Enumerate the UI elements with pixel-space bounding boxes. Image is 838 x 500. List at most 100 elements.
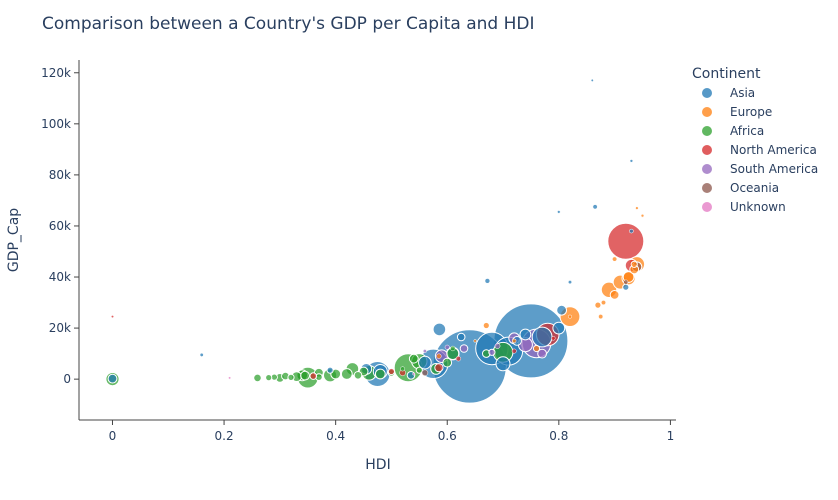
data-point-europe[interactable] — [612, 256, 618, 262]
data-point-south-america[interactable] — [494, 343, 501, 349]
legend-item-europe[interactable]: Europe — [702, 105, 772, 119]
data-point-north-america[interactable] — [111, 315, 114, 319]
data-point-unknown[interactable] — [228, 376, 232, 380]
legend-marker — [702, 126, 712, 136]
y-tick-label: 100k — [41, 117, 71, 131]
data-point-asia[interactable] — [326, 366, 334, 374]
data-point-asia[interactable] — [629, 228, 634, 234]
data-point-north-america[interactable] — [387, 367, 395, 376]
data-point-asia[interactable] — [519, 328, 532, 341]
legend[interactable]: Continent Asia Europe Africa North America S… — [692, 66, 818, 214]
data-point-africa[interactable] — [253, 373, 262, 383]
data-point-asia[interactable] — [557, 210, 561, 214]
data-point-europe[interactable] — [609, 290, 620, 300]
legend-label: South America — [730, 162, 818, 176]
legend-marker — [702, 164, 712, 174]
data-point-asia[interactable] — [556, 304, 567, 316]
data-point-asia[interactable] — [484, 278, 491, 284]
data-point-asia[interactable] — [495, 356, 511, 372]
data-point-north-america[interactable] — [607, 222, 645, 260]
data-point-asia[interactable] — [552, 321, 566, 335]
y-tick-label: 120k — [41, 66, 71, 80]
legend-item-south-america[interactable]: South America — [702, 162, 818, 176]
data-point-europe[interactable] — [473, 339, 477, 343]
data-point-europe[interactable] — [601, 300, 606, 306]
data-point-asia[interactable] — [590, 78, 594, 82]
y-tick-label: 20k — [49, 321, 71, 335]
y-tick-label: 60k — [49, 219, 71, 233]
legend-marker — [702, 145, 712, 155]
data-point-africa[interactable] — [300, 370, 310, 381]
data-point-asia[interactable] — [456, 332, 466, 342]
y-axis-title: GDP_Cap — [6, 208, 22, 272]
legend-label: North America — [730, 143, 817, 157]
legend-marker — [702, 202, 712, 212]
data-point-asia[interactable] — [629, 159, 634, 163]
data-point-unknown[interactable] — [412, 372, 416, 376]
data-point-south-america[interactable] — [459, 344, 469, 353]
data-point-africa[interactable] — [450, 345, 456, 352]
data-point-europe[interactable] — [594, 301, 602, 309]
data-point-asia[interactable] — [418, 355, 432, 370]
plot-area — [105, 78, 646, 404]
legend-item-unknown[interactable]: Unknown — [702, 200, 786, 214]
legend-item-north-america[interactable]: North America — [702, 143, 817, 157]
data-point-europe[interactable] — [640, 214, 645, 218]
x-tick-label: 0.4 — [326, 429, 345, 443]
legend-label: Asia — [730, 86, 755, 100]
legend-item-asia[interactable]: Asia — [702, 86, 755, 100]
data-point-south-america[interactable] — [537, 348, 547, 359]
x-tick-label: 0.8 — [549, 429, 568, 443]
data-point-europe[interactable] — [568, 314, 572, 319]
data-point-north-america[interactable] — [551, 336, 556, 341]
legend-item-oceania[interactable]: Oceania — [702, 181, 779, 195]
y-tick-label: 80k — [49, 168, 71, 182]
data-point-europe[interactable] — [482, 321, 490, 330]
legend-marker — [702, 107, 712, 117]
data-point-oceania[interactable] — [623, 279, 629, 285]
data-point-asia[interactable] — [199, 352, 204, 357]
legend-label: Oceania — [730, 181, 779, 195]
data-point-north-america[interactable] — [455, 356, 462, 362]
data-point-africa[interactable] — [408, 353, 419, 364]
data-point-asia[interactable] — [622, 283, 630, 291]
data-point-oceania[interactable] — [421, 369, 429, 377]
data-point-africa[interactable] — [415, 366, 423, 374]
legend-title: Continent — [692, 66, 761, 82]
data-point-asia[interactable] — [531, 326, 553, 348]
data-point-south-america[interactable] — [422, 349, 427, 354]
data-point-north-america[interactable] — [511, 348, 517, 354]
data-point-africa[interactable] — [265, 374, 273, 382]
data-point-europe[interactable] — [635, 206, 639, 210]
data-point-africa[interactable] — [442, 357, 453, 368]
data-point-asia[interactable] — [568, 280, 572, 285]
data-point-asia[interactable] — [107, 373, 118, 384]
x-axis-ticks: 0 0.2 0.4 0.6 0.8 1 — [109, 420, 674, 443]
y-tick-label: 40k — [49, 270, 71, 284]
data-point-europe[interactable] — [598, 314, 604, 320]
data-point-europe[interactable] — [630, 260, 638, 268]
data-point-north-america[interactable] — [434, 363, 444, 373]
data-point-europe[interactable] — [532, 344, 541, 353]
data-point-africa[interactable] — [353, 371, 363, 380]
x-axis-title: HDI — [365, 457, 390, 473]
y-axis-ticks: 0 20k 40k 60k 80k 100k 120k — [41, 66, 79, 386]
y-tick-label: 0 — [63, 372, 71, 386]
data-point-africa[interactable] — [287, 373, 295, 381]
data-point-europe[interactable] — [436, 353, 442, 359]
data-point-europe[interactable] — [511, 338, 517, 344]
data-point-africa[interactable] — [340, 368, 353, 380]
data-point-asia[interactable] — [592, 204, 598, 210]
data-point-asia[interactable] — [432, 322, 447, 337]
legend-item-africa[interactable]: Africa — [702, 124, 764, 138]
data-point-africa[interactable] — [400, 366, 406, 372]
legend-label: Europe — [730, 105, 772, 119]
data-point-south-america[interactable] — [444, 344, 450, 350]
x-tick-label: 0.6 — [438, 429, 457, 443]
data-point-north-america[interactable] — [309, 372, 318, 380]
data-point-south-america[interactable] — [488, 348, 496, 356]
x-tick-label: 0.2 — [215, 429, 234, 443]
legend-marker — [702, 183, 712, 193]
data-point-africa[interactable] — [374, 368, 386, 380]
legend-label: Unknown — [730, 200, 786, 214]
